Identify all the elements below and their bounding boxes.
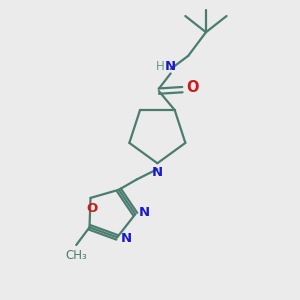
- Text: N: N: [165, 61, 176, 74]
- Text: H: H: [155, 61, 164, 74]
- Text: O: O: [186, 80, 198, 95]
- Text: O: O: [86, 202, 98, 215]
- Text: CH₃: CH₃: [65, 248, 87, 262]
- Text: N: N: [139, 206, 150, 219]
- Text: N: N: [121, 232, 132, 245]
- Text: N: N: [152, 166, 163, 178]
